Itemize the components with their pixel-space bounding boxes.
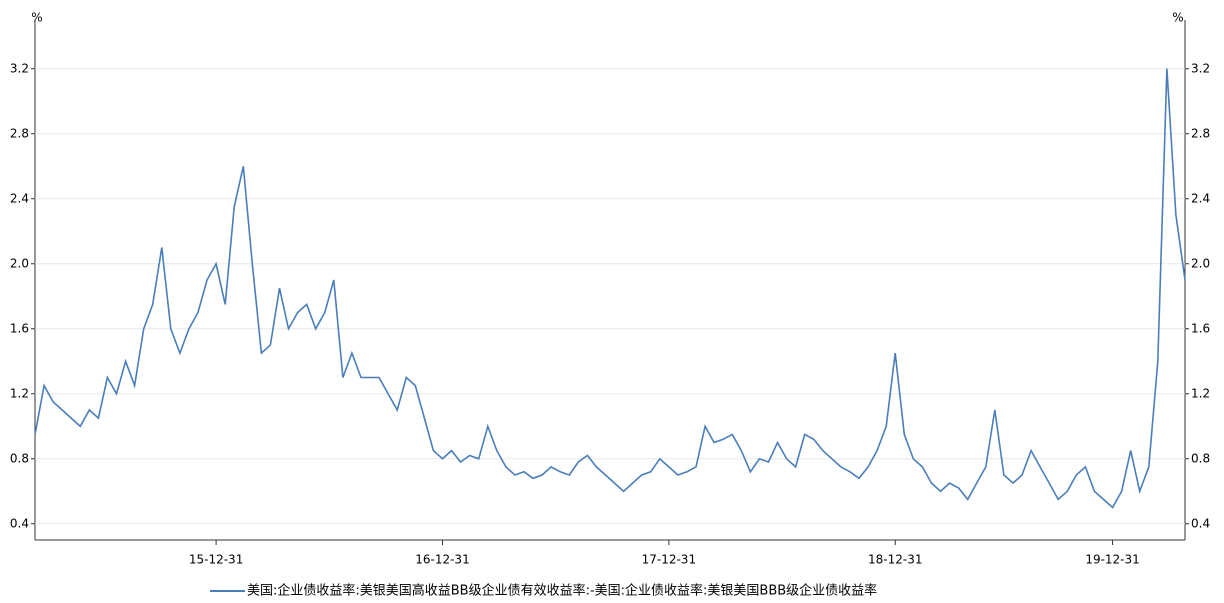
y-tick-label: 2.0: [10, 256, 29, 270]
y-tick-label: 0.8: [10, 451, 29, 465]
x-tick-label: 18-12-31: [868, 553, 922, 567]
y2-tick-label: 2.4: [1191, 191, 1210, 205]
y2-tick-label: 1.2: [1191, 386, 1210, 400]
x-tick-label: 16-12-31: [415, 553, 469, 567]
legend-label: 美国:企业债收益率:美银美国高收益BB级企业债有效收益率:-美国:企业债收益率:…: [247, 583, 877, 599]
y2-tick-label: 2.8: [1191, 126, 1210, 140]
x-tick-label: 15-12-31: [189, 553, 243, 567]
y2-tick-label: 1.6: [1191, 321, 1210, 335]
y-tick-label: 2.8: [10, 126, 29, 140]
x-tick-label: 17-12-31: [642, 553, 696, 567]
y-tick-label: 1.6: [10, 321, 29, 335]
y-tick-label: 3.2: [10, 61, 29, 75]
x-tick-label: 19-12-31: [1085, 553, 1139, 567]
y2-tick-label: 3.2: [1191, 61, 1210, 75]
y-tick-label: 0.4: [10, 516, 29, 530]
y-tick-label: 1.2: [10, 386, 29, 400]
y2-unit: %: [1172, 11, 1183, 25]
y2-tick-label: 2.0: [1191, 256, 1210, 270]
y2-tick-label: 0.4: [1191, 516, 1210, 530]
y-tick-label: 2.4: [10, 191, 29, 205]
series-line: [34, 68, 1186, 509]
y2-tick-label: 0.8: [1191, 451, 1210, 465]
y-unit: %: [31, 11, 42, 25]
